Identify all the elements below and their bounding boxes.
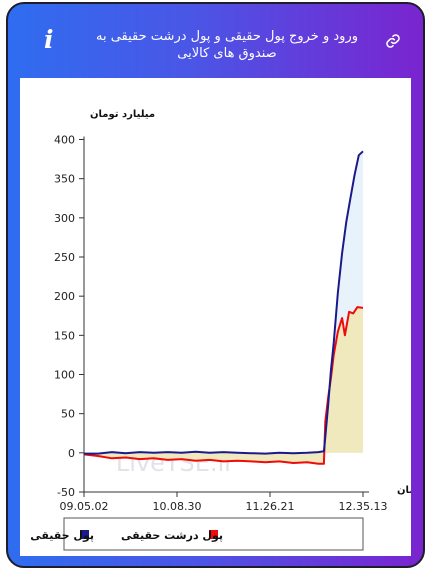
chart-card: i ورود و خروج پول حقیقی و پول درشت حقیقی… — [6, 2, 425, 568]
y-tick-label: 300 — [54, 212, 75, 225]
legend-swatch-1 — [80, 530, 89, 539]
legend-swatch-2 — [209, 530, 218, 539]
x-tick-label: 12.35.13 — [339, 500, 388, 513]
x-axis-title: زمان — [397, 485, 411, 496]
y-tick-label: -50 — [57, 486, 75, 499]
series-line-2 — [83, 306, 364, 465]
series-area-2 — [84, 307, 363, 464]
y-tick-label: 0 — [68, 447, 75, 460]
card-header: i ورود و خروج پول حقیقی و پول درشت حقیقی… — [8, 4, 423, 78]
x-tick-label: 09.05.02 — [60, 500, 109, 513]
y-tick-label: 250 — [54, 251, 75, 264]
y-tick-label: 200 — [54, 290, 75, 303]
series-line-1 — [84, 150, 364, 455]
y-tick-label: 100 — [54, 369, 75, 382]
chart-title: ورود و خروج پول حقیقی و پول درشت حقیقی ب… — [95, 29, 358, 61]
series-area-1 — [84, 151, 363, 454]
x-tick-label: 11.26.21 — [246, 500, 295, 513]
y-tick-label: 150 — [54, 329, 75, 342]
y-tick-label: 400 — [54, 134, 75, 147]
link-icon[interactable] — [385, 33, 401, 49]
legend-label-2: پول درشت حقیقی — [121, 529, 223, 542]
y-axis-title: میلیارد تومان — [90, 109, 155, 120]
legend-label-1: پول حقیقی — [30, 529, 94, 542]
x-tick-label: 10.08.30 — [153, 500, 202, 513]
y-tick-label: 50 — [61, 408, 75, 421]
chart-svg: LiveTSE.ir400350300250200150100500-5009.… — [30, 109, 421, 551]
y-tick-label: 350 — [54, 173, 75, 186]
chart-panel: LiveTSE.ir 400 350 300 250 200 150 100 50 0 -50 09.… — [20, 78, 421, 556]
info-icon[interactable]: i — [44, 25, 54, 54]
